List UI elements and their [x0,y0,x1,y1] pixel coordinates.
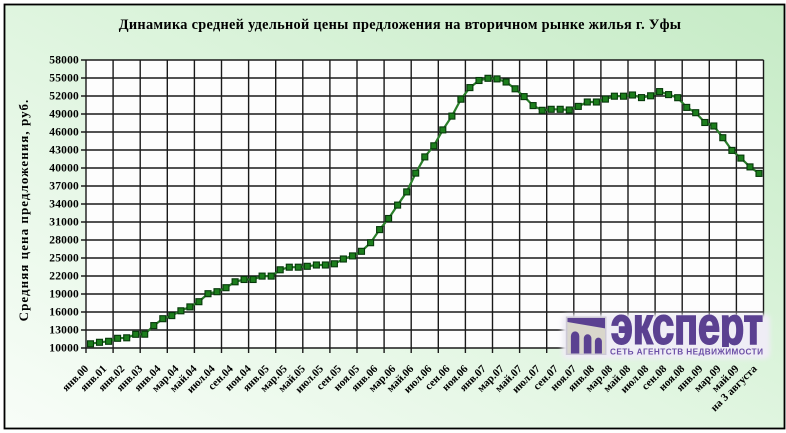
svg-text:Средняя цена предложения, руб.: Средняя цена предложения, руб. [16,99,31,322]
svg-text:37000: 37000 [49,181,79,193]
svg-text:58000: 58000 [49,55,79,67]
svg-text:13000: 13000 [49,325,79,337]
svg-text:19000: 19000 [49,289,79,301]
svg-text:22000: 22000 [49,271,79,283]
svg-text:28000: 28000 [49,235,79,247]
svg-text:эксперт: эксперт [611,296,763,354]
svg-text:Динамика средней удельной цены: Динамика средней удельной цены предложен… [119,17,682,33]
svg-text:31000: 31000 [49,217,79,229]
svg-text:46000: 46000 [49,127,79,139]
svg-text:43000: 43000 [49,145,79,157]
svg-text:25000: 25000 [49,253,79,265]
svg-text:СЕТЬ АГЕНТСТВ НЕДВИЖИМОСТИ: СЕТЬ АГЕНТСТВ НЕДВИЖИМОСТИ [610,348,763,357]
svg-text:55000: 55000 [49,73,79,85]
svg-text:40000: 40000 [49,163,79,175]
svg-text:16000: 16000 [49,307,79,319]
svg-text:49000: 49000 [49,109,79,121]
svg-text:52000: 52000 [49,91,79,103]
svg-text:34000: 34000 [49,199,79,211]
svg-text:10000: 10000 [49,343,79,355]
